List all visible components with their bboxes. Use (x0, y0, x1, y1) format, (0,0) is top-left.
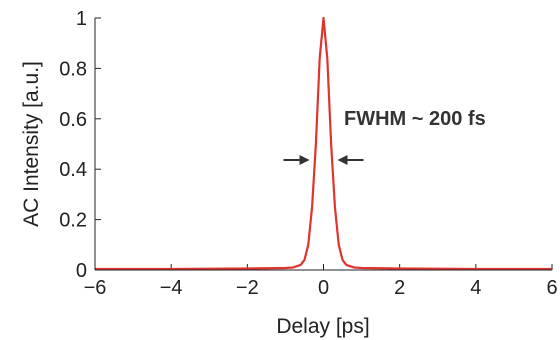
x-tick-label: −6 (84, 277, 107, 299)
autocorrelation-trace (95, 16, 552, 271)
x-axis-title: Delay [ps] (276, 315, 369, 338)
plot-area (95, 18, 552, 270)
y-tick-label: 0.8 (59, 58, 87, 80)
x-tick-label: 2 (394, 277, 405, 299)
y-tick-label: 0.2 (59, 210, 87, 232)
fwhm-annotation: FWHM ~ 200 fs (344, 108, 486, 130)
y-axis-title: AC Intensity [a.u.] (20, 61, 43, 227)
fwhm-arrow-right-head (299, 155, 310, 165)
y-tick-label: 0.4 (59, 159, 87, 181)
y-tick-label: 0.6 (59, 109, 87, 131)
x-tick-label: −4 (160, 277, 183, 299)
fwhm-arrow-left-head (337, 155, 348, 165)
y-tick-label: 0 (76, 260, 87, 282)
x-tick-label: 0 (318, 277, 329, 299)
y-tick-label: 1 (76, 8, 87, 30)
x-tick-label: 6 (546, 277, 557, 299)
x-tick-label: 4 (470, 277, 481, 299)
x-tick-label: −2 (236, 277, 259, 299)
